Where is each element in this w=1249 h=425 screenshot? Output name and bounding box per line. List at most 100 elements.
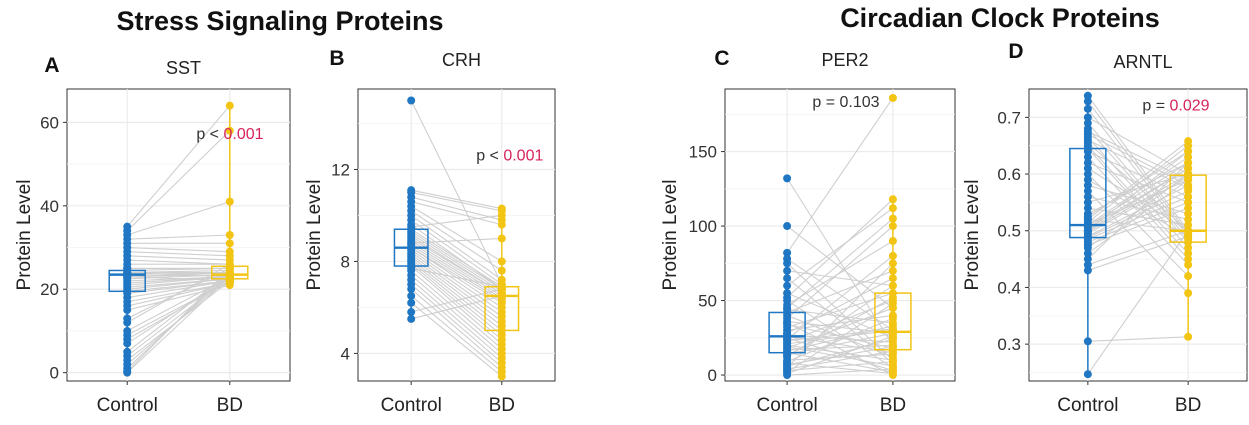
pair-line [1087, 95, 1189, 232]
point-control [407, 264, 416, 273]
point-bd [1184, 170, 1193, 179]
x-tick-label-control: Control [381, 395, 442, 416]
point-control [1083, 147, 1092, 156]
point-bd [888, 342, 897, 351]
point-bd [497, 211, 506, 220]
x-tick-label-bd: BD [880, 395, 906, 416]
pair-line [787, 368, 893, 376]
pair-line [1087, 179, 1189, 254]
point-control [123, 306, 132, 315]
pair-line [410, 224, 503, 290]
p-value-number: 0.001 [223, 126, 263, 143]
p-value-label: p = 0.029 [1142, 98, 1209, 115]
pair-line [1087, 162, 1189, 227]
pair-line [411, 295, 502, 320]
point-bd [1184, 255, 1193, 264]
pair-line [786, 97, 894, 254]
pair-line [411, 201, 502, 226]
pair-line [410, 215, 503, 281]
pair-line [1087, 150, 1189, 198]
p-value-prefix: p < [476, 147, 503, 164]
point-bd [225, 231, 234, 239]
circadian-group-title: Circadian Clock Proteins [840, 3, 1160, 33]
point-bd [1184, 226, 1193, 235]
pair-line [410, 284, 503, 364]
point-control [1083, 221, 1092, 230]
pair-line [1087, 190, 1189, 239]
point-control [123, 339, 132, 348]
point-bd [1184, 238, 1193, 247]
point-control [1083, 243, 1092, 252]
pair-line [1087, 218, 1189, 232]
pair-line [410, 100, 503, 285]
point-control [783, 281, 792, 290]
pair-line [127, 234, 230, 240]
p-value-number: 0.029 [1170, 98, 1210, 115]
point-bd [1184, 192, 1193, 201]
point-control [783, 174, 792, 183]
point-bd [225, 126, 234, 135]
point-control [1083, 260, 1092, 269]
point-bd [1184, 249, 1193, 258]
y-axis-label: Protein Level [962, 180, 983, 291]
pair-line [411, 189, 502, 210]
point-bd [1184, 221, 1193, 230]
p-value-number: 0.103 [840, 94, 880, 111]
pair-line [410, 279, 503, 359]
pair-line [1087, 145, 1189, 223]
y-tick-label: 0.7 [997, 108, 1021, 127]
y-tick-label: 40 [40, 197, 59, 216]
panel-title: ARNTL [1113, 52, 1172, 72]
point-bd [225, 101, 234, 110]
pair-line [411, 196, 502, 221]
point-bd [1184, 198, 1193, 207]
pair-line [410, 233, 503, 292]
pair-line [126, 105, 231, 228]
pair-line [1087, 179, 1189, 226]
point-control [1083, 164, 1092, 173]
p-value-number: 0.001 [503, 147, 543, 164]
point-control [407, 314, 416, 323]
chart-panel-sst: 0 20 40 60 Control BD Protein Level A SST p < 0.0… [14, 54, 291, 416]
pair-line [410, 249, 503, 313]
pair-line [410, 265, 503, 345]
pair-line [1087, 336, 1189, 342]
pair-line [1087, 162, 1189, 203]
point-bd [888, 371, 897, 380]
y-tick-label: 12 [331, 160, 350, 179]
panel-letter: A [44, 54, 59, 77]
point-control [1083, 153, 1092, 162]
pair-line [126, 267, 231, 372]
point-bd [1184, 164, 1193, 173]
point-control [1083, 119, 1092, 128]
y-tick-label: 0.6 [997, 165, 1021, 184]
point-bd [497, 234, 506, 243]
pair-line [411, 214, 502, 228]
pair-line [410, 270, 503, 350]
pair-line [411, 237, 502, 244]
point-bd [225, 272, 234, 281]
pair-line [786, 270, 894, 313]
pair-line [127, 271, 230, 278]
point-control [123, 268, 132, 277]
pair-line [410, 251, 503, 318]
pair-line [786, 240, 894, 306]
pair-line [410, 274, 503, 354]
point-bd [1184, 289, 1193, 298]
point-control [1083, 181, 1092, 190]
point-control [783, 304, 792, 312]
point-bd [1184, 243, 1193, 252]
pair-line [126, 276, 231, 357]
y-tick-label: 100 [689, 217, 717, 236]
point-bd [1184, 332, 1193, 341]
panel-title: PER2 [821, 50, 868, 70]
panel-letter: C [714, 47, 729, 70]
y-tick-label: 50 [698, 292, 717, 311]
p-value-prefix: p = [812, 94, 839, 111]
point-bd [888, 236, 897, 245]
point-bd [225, 197, 234, 206]
pair-line [410, 244, 503, 301]
pair-line [1087, 230, 1189, 375]
